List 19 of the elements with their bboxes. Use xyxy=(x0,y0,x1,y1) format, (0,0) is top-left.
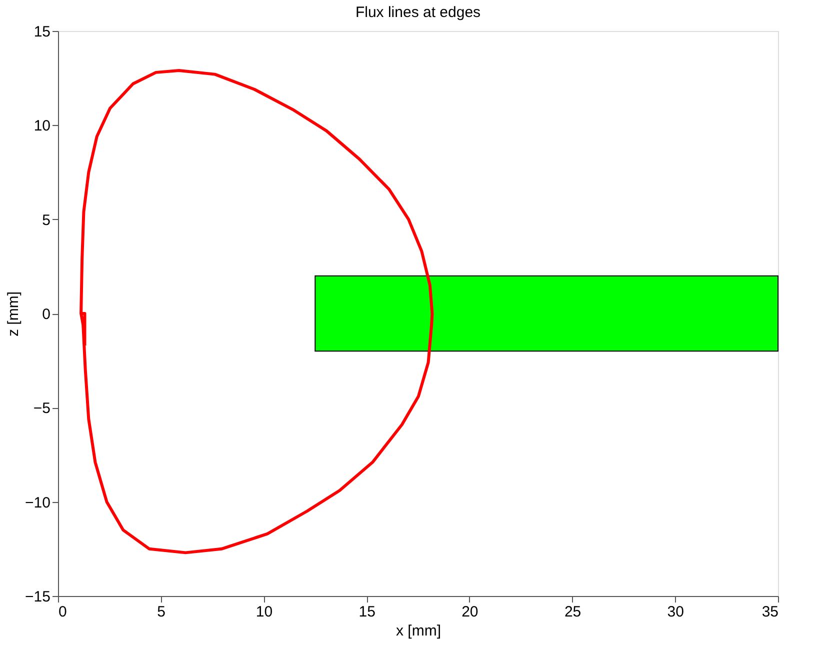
x-tick-label: 10 xyxy=(256,604,273,620)
x-axis-title: x [mm] xyxy=(396,622,441,640)
y-tick-label: −5 xyxy=(33,400,50,418)
chart-title: Flux lines at edges xyxy=(355,4,481,21)
x-tick-label: 5 xyxy=(157,604,166,620)
y-tick-label: 10 xyxy=(34,118,50,135)
x-tick-label: 35 xyxy=(762,604,778,620)
x-tick-label: 0 xyxy=(58,604,67,620)
x-tick-label: 25 xyxy=(564,604,582,620)
y-tick-label: 15 xyxy=(34,24,50,40)
x-tick-label: 30 xyxy=(667,604,684,620)
y-tick-label: −10 xyxy=(25,494,50,512)
x-tick-label: 15 xyxy=(358,604,376,620)
y-tick-label: −15 xyxy=(25,588,50,606)
y-tick-label: 0 xyxy=(42,306,50,323)
y-tick-label: 5 xyxy=(42,212,50,229)
line-series xyxy=(80,69,434,554)
y-axis-title: z [mm] xyxy=(5,292,22,336)
x-tick-label: 20 xyxy=(462,604,478,620)
